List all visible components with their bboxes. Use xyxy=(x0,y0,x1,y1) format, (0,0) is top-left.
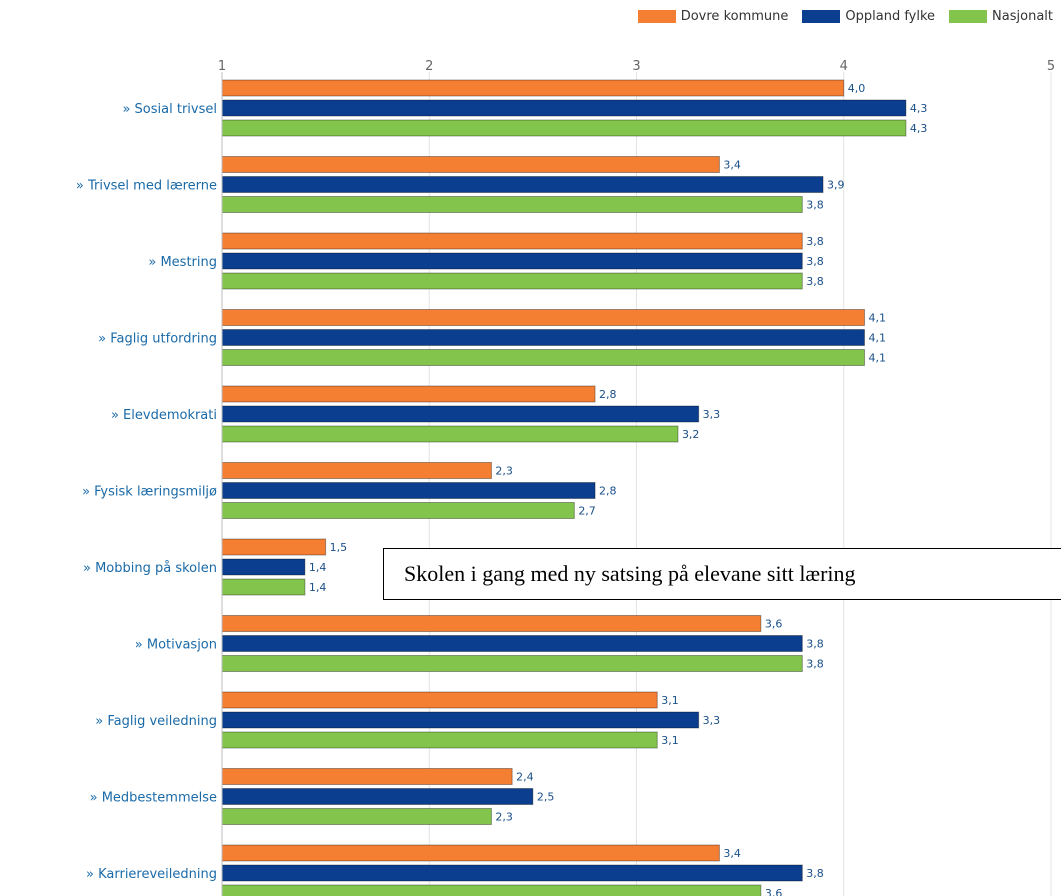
bar-dovre-kommune xyxy=(221,768,513,785)
bar-oppland-fylke xyxy=(221,635,803,652)
legend-swatch-nasjonalt xyxy=(949,10,988,23)
data-label: 3,9 xyxy=(827,179,845,192)
data-label: 3,8 xyxy=(806,255,824,268)
bar-nasjonalt xyxy=(221,578,306,596)
data-label: 4,0 xyxy=(848,82,866,95)
bar-dovre-kommune xyxy=(221,309,865,326)
category-label[interactable]: » Faglig utfordring xyxy=(98,332,217,347)
bar-dovre-kommune xyxy=(221,156,720,173)
data-label: 4,1 xyxy=(868,312,886,325)
data-label: 2,3 xyxy=(495,811,513,824)
legend-label-oppland: Oppland fylke xyxy=(845,9,936,24)
bar-oppland-fylke xyxy=(221,405,700,423)
data-label: 1,4 xyxy=(309,581,327,594)
data-label: 4,3 xyxy=(910,122,928,135)
bar-oppland-fylke xyxy=(221,711,700,729)
bar-nasjonalt xyxy=(221,655,803,672)
data-label: 3,6 xyxy=(765,887,783,896)
bar-dovre-kommune xyxy=(221,232,803,250)
legend-item-nasjonalt[interactable]: Nasjonalt xyxy=(949,9,1053,24)
bar-dovre-kommune xyxy=(221,538,327,556)
legend-swatch-oppland xyxy=(802,10,841,23)
bar-nasjonalt xyxy=(221,502,575,519)
category-label[interactable]: » Karriereveiledning xyxy=(86,867,217,882)
data-label: 4,3 xyxy=(910,102,928,115)
category-label[interactable]: » Faglig veiledning xyxy=(95,714,217,729)
bar-dovre-kommune xyxy=(221,844,720,862)
legend-item-dovre[interactable]: Dovre kommune xyxy=(637,9,789,24)
category-label[interactable]: » Fysisk læringsmiljø xyxy=(82,485,217,500)
data-label: 2,5 xyxy=(537,791,555,804)
data-label: 3,2 xyxy=(682,428,700,441)
data-label: 3,8 xyxy=(806,275,824,288)
bar-oppland-fylke xyxy=(221,788,534,805)
legend-item-oppland[interactable]: Oppland fylke xyxy=(802,9,935,24)
bar-nasjonalt xyxy=(221,884,762,896)
data-label: 3,8 xyxy=(806,638,824,651)
category-label[interactable]: » Mobbing på skolen xyxy=(83,561,217,576)
data-label: 3,6 xyxy=(765,618,783,631)
category-label[interactable]: » Motivasjon xyxy=(135,638,217,653)
data-label: 2,8 xyxy=(599,388,617,401)
x-tick-label-2: 2 xyxy=(425,59,433,74)
data-label: 4,1 xyxy=(868,352,886,365)
data-label: 3,8 xyxy=(806,658,824,671)
category-label[interactable]: » Medbestemmelse xyxy=(90,791,217,806)
data-label: 2,3 xyxy=(495,465,513,478)
data-label: 1,4 xyxy=(309,561,327,574)
data-label: 3,4 xyxy=(723,159,741,172)
data-label: 2,8 xyxy=(599,485,617,498)
annotation-box: Skolen i gang med ny satsing på elevane … xyxy=(383,548,1061,600)
bar-oppland-fylke xyxy=(221,864,803,882)
x-tick-label-4: 4 xyxy=(840,59,848,74)
data-label: 2,4 xyxy=(516,771,534,784)
category-label[interactable]: » Trivsel med lærerne xyxy=(76,179,217,194)
data-label: 3,3 xyxy=(703,408,721,421)
chart-legend: Dovre kommune Oppland fylke Nasjonalt xyxy=(637,9,1053,24)
bar-dovre-kommune xyxy=(221,462,492,479)
data-label: 1,5 xyxy=(330,541,348,554)
category-label[interactable]: » Elevdemokrati xyxy=(111,408,217,423)
legend-swatch-dovre xyxy=(637,10,676,23)
x-tick-label-5: 5 xyxy=(1047,59,1055,74)
bar-dovre-kommune xyxy=(221,615,762,632)
bar-nasjonalt xyxy=(221,272,803,290)
bar-oppland-fylke xyxy=(221,252,803,270)
data-label: 3,1 xyxy=(661,734,679,747)
bar-nasjonalt xyxy=(221,196,803,213)
bar-dovre-kommune xyxy=(221,691,658,709)
legend-label-nasjonalt: Nasjonalt xyxy=(992,9,1053,24)
bar-nasjonalt xyxy=(221,731,658,749)
category-label[interactable]: » Sosial trivsel xyxy=(122,102,217,117)
bar-nasjonalt xyxy=(221,808,492,825)
data-label: 3,8 xyxy=(806,235,824,248)
bar-nasjonalt xyxy=(221,119,907,137)
data-label: 3,8 xyxy=(806,199,824,212)
category-label[interactable]: » Mestring xyxy=(148,255,217,270)
bar-dovre-kommune xyxy=(221,79,845,97)
data-label: 3,1 xyxy=(661,694,679,707)
data-label: 3,4 xyxy=(723,847,741,860)
bar-oppland-fylke xyxy=(221,99,907,117)
data-label: 3,3 xyxy=(703,714,721,727)
x-tick-label-1: 1 xyxy=(218,59,226,74)
x-tick-label-3: 3 xyxy=(632,59,640,74)
data-label: 4,1 xyxy=(868,332,886,345)
bar-nasjonalt xyxy=(221,349,865,366)
bar-oppland-fylke xyxy=(221,558,306,576)
bar-oppland-fylke xyxy=(221,482,596,499)
data-label: 2,7 xyxy=(578,505,596,518)
bar-nasjonalt xyxy=(221,425,679,443)
data-label: 3,8 xyxy=(806,867,824,880)
bar-oppland-fylke xyxy=(221,176,824,193)
legend-label-dovre: Dovre kommune xyxy=(680,9,789,24)
bar-dovre-kommune xyxy=(221,385,596,403)
bar-oppland-fylke xyxy=(221,329,865,346)
